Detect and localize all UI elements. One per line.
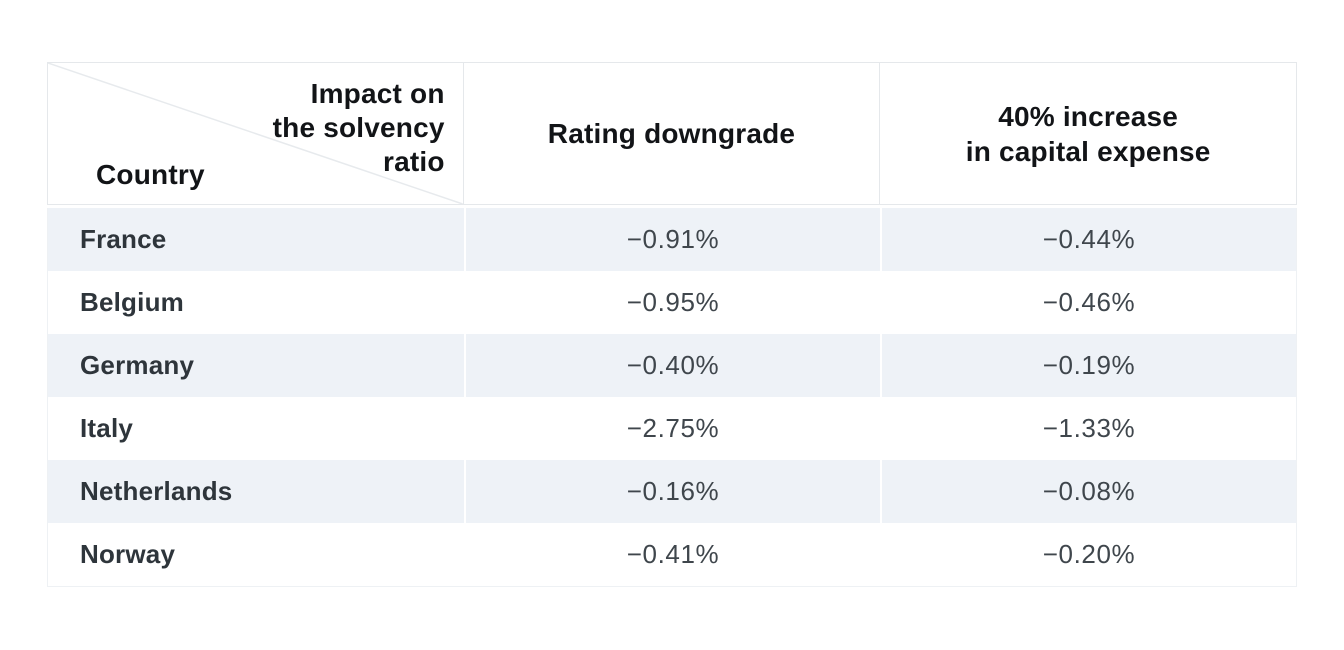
table-row-belgium: Belgium −0.95% −0.46% [48,271,1296,334]
country-cell: Germany [48,334,464,397]
country-cell: Netherlands [48,460,464,523]
capital-increase-cell: −0.46% [880,271,1296,334]
table-header-row: Impact on the solvency ratio Country Rat… [47,62,1297,205]
country-cell: France [48,208,464,271]
capital-increase-cell: −1.33% [880,397,1296,460]
header-rating-downgrade: Rating downgrade [463,62,881,205]
rating-downgrade-cell: −2.75% [464,397,880,460]
rating-downgrade-cell: −0.91% [464,208,880,271]
table-row-netherlands: Netherlands −0.16% −0.08% [48,460,1296,523]
rating-downgrade-cell: −0.40% [464,334,880,397]
corner-country-label: Country [96,159,205,190]
table-row-germany: Germany −0.40% −0.19% [48,334,1296,397]
diagonal-divider-line [48,63,463,204]
capital-increase-cell: −0.08% [880,460,1296,523]
corner-header-cell: Impact on the solvency ratio Country [47,62,464,205]
capital-increase-cell: −0.44% [880,208,1296,271]
table-row-norway: Norway −0.41% −0.20% [48,523,1296,586]
table-row-italy: Italy −2.75% −1.33% [48,397,1296,460]
solvency-impact-table: Impact on the solvency ratio Country Rat… [47,62,1297,587]
capital-increase-cell: −0.19% [880,334,1296,397]
country-cell: Belgium [48,271,464,334]
rating-downgrade-cell: −0.95% [464,271,880,334]
rating-downgrade-cell: −0.41% [464,523,880,586]
header-capital-expense: 40% increase in capital expense [880,62,1297,205]
country-cell: Norway [48,523,464,586]
table-body: France −0.91% −0.44% Belgium −0.95% −0.4… [47,208,1297,587]
capital-increase-cell: −0.20% [880,523,1296,586]
table-row-france: France −0.91% −0.44% [48,208,1296,271]
rating-downgrade-cell: −0.16% [464,460,880,523]
corner-impact-label: Impact on the solvency ratio [272,78,445,177]
country-cell: Italy [48,397,464,460]
